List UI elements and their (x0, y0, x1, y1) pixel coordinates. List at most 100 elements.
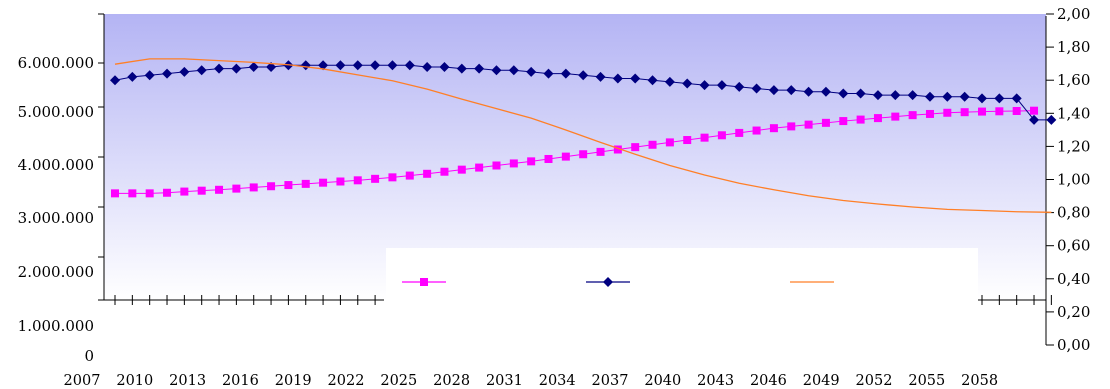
data-point (284, 181, 293, 190)
data-point (163, 188, 172, 197)
right-tick-label: 1,00 (1057, 171, 1090, 189)
x-tick-label: 2013 (169, 373, 206, 389)
left-tick-label: 4.000.000 (18, 156, 94, 174)
data-point (439, 61, 450, 72)
data-point (890, 90, 901, 101)
data-point (995, 107, 1004, 116)
data-point (387, 60, 398, 71)
data-point (700, 133, 709, 142)
data-point (735, 128, 744, 137)
x-tick-label: 2010 (116, 373, 153, 389)
data-point (526, 66, 537, 77)
data-point (405, 171, 414, 180)
data-point (994, 93, 1005, 104)
data-point (751, 83, 762, 94)
data-point (908, 111, 917, 120)
data-point (110, 75, 120, 86)
right-tick-label: 0,80 (1057, 204, 1090, 222)
data-point (319, 178, 328, 187)
data-point (787, 122, 796, 131)
data-point (612, 73, 623, 84)
right-tick-label: 0,60 (1057, 237, 1090, 255)
data-point (457, 165, 466, 174)
data-point (1029, 114, 1040, 125)
data-point (561, 152, 570, 161)
tick-labels: 0 1.000.000 2.000.000 3.000.000 4.000.000 5.0… (18, 5, 1091, 389)
data-point (300, 60, 311, 71)
data-point (232, 184, 241, 193)
legend (402, 277, 834, 287)
data-point (959, 91, 970, 102)
data-point (111, 189, 119, 198)
x-tick-label: 2052 (856, 373, 893, 389)
data-point (578, 70, 589, 81)
legend-box (386, 248, 978, 308)
data-point (509, 159, 518, 168)
x-tick-label: 2031 (486, 373, 523, 389)
series-line (114, 58, 1052, 213)
data-point (144, 70, 155, 81)
x-tick-label: 2025 (380, 373, 417, 389)
right-tick-label: 0,20 (1057, 303, 1090, 321)
data-point (127, 71, 138, 82)
x-tick-label: 2058 (961, 373, 998, 389)
data-point (1030, 106, 1039, 115)
data-point (596, 147, 605, 156)
data-point (492, 161, 501, 170)
data-point (214, 63, 225, 74)
data-point (804, 120, 813, 129)
data-point (353, 176, 362, 185)
data-point (266, 61, 277, 72)
data-point (1011, 93, 1022, 104)
data-point (180, 187, 189, 196)
data-point (508, 65, 519, 76)
data-point (249, 183, 258, 192)
data-point (179, 66, 190, 77)
data-point (872, 90, 883, 101)
right-tick-label: 0,00 (1057, 336, 1090, 354)
data-point (231, 63, 242, 74)
left-tick-label: 5.000.000 (18, 103, 94, 121)
data-point (648, 140, 657, 149)
data-point (821, 118, 830, 127)
data-point (855, 88, 866, 99)
left-tick-label: 3.000.000 (18, 209, 94, 227)
data-point (422, 61, 433, 72)
data-point (699, 80, 710, 91)
data-point (978, 107, 986, 116)
data-point (630, 73, 641, 84)
data-point (769, 124, 778, 133)
axes (98, 13, 1054, 346)
x-tick-label: 2007 (64, 373, 101, 389)
data-point (960, 108, 969, 117)
data-point (838, 88, 849, 99)
data-point (423, 169, 432, 178)
data-point (162, 68, 173, 79)
data-point (196, 65, 207, 76)
x-tick-label: 2016 (222, 373, 259, 389)
data-point (891, 112, 900, 121)
x-tick-label: 2043 (697, 373, 734, 389)
legend-marker (603, 277, 613, 287)
data-point (856, 115, 865, 124)
x-tick-label: 2049 (803, 373, 840, 389)
data-point (907, 90, 918, 101)
data-point (318, 60, 329, 71)
right-tick-label: 1,20 (1057, 137, 1090, 155)
x-tick-label: 2037 (592, 373, 629, 389)
x-tick-label: 2034 (539, 373, 576, 389)
data-point (820, 86, 831, 97)
data-point (371, 174, 380, 183)
data-point (717, 131, 726, 140)
data-point (716, 80, 727, 91)
legend-marker (420, 278, 428, 286)
x-tick-label: 2019 (275, 373, 312, 389)
data-point (215, 185, 224, 194)
data-point (579, 150, 588, 159)
right-tick-label: 1,40 (1057, 104, 1090, 122)
data-point (543, 68, 554, 79)
data-point (682, 78, 693, 89)
data-point (475, 163, 484, 172)
data-point (977, 93, 987, 104)
data-point (336, 177, 345, 186)
